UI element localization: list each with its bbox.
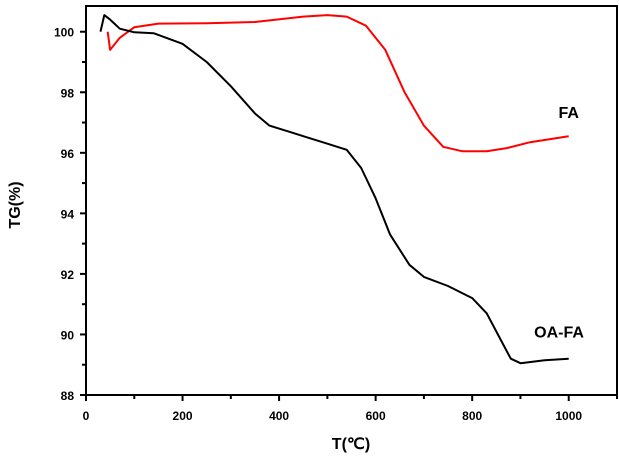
y-tick-label: 92 (61, 268, 75, 282)
series-label-fa: FA (559, 105, 580, 122)
x-axis-label: T(℃) (332, 436, 370, 453)
plot-frame (85, 5, 618, 396)
y-tick-label: 88 (61, 389, 75, 403)
series-line-fa (106, 14, 569, 153)
y-tick-label: 98 (61, 86, 75, 100)
y-tick-label: 100 (54, 26, 74, 40)
x-tick-label: 600 (366, 409, 386, 423)
x-tick-label: 400 (269, 409, 289, 423)
series-label-oa-fa: OA-FA (534, 324, 584, 341)
y-tick-label: 94 (61, 207, 75, 221)
y-tick-label: 90 (61, 328, 75, 342)
x-tick-label: 200 (173, 409, 193, 423)
y-axis-label: TG(%) (7, 181, 24, 228)
series-line-oa-fa (99, 14, 569, 365)
y-tick-label: 96 (61, 147, 75, 161)
x-tick-label: 0 (83, 409, 90, 423)
x-tick-label: 800 (462, 409, 482, 423)
x-tick-label: 1000 (555, 409, 582, 423)
